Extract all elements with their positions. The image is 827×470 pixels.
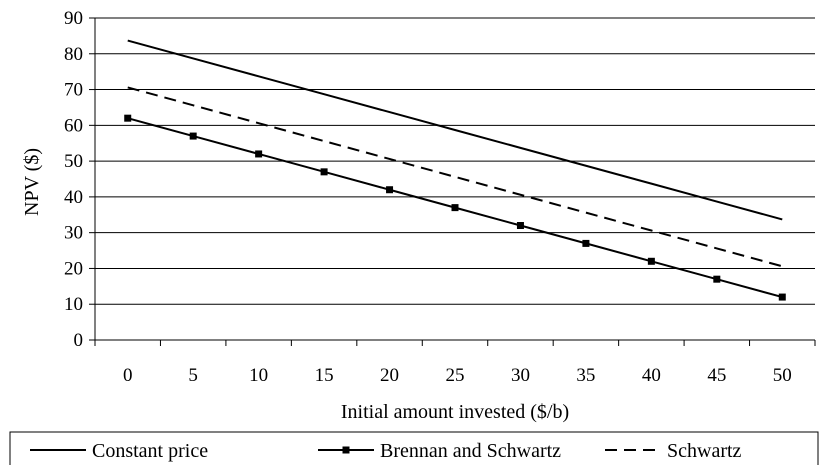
y-tick-label: 80 <box>64 44 83 65</box>
data-point-marker <box>516 222 524 230</box>
series-line <box>127 39 783 221</box>
series-line <box>127 86 783 268</box>
y-tick-label: 60 <box>64 115 83 136</box>
labels-layer: NPV ($) Initial amount invested ($/b) 0 1… <box>21 8 792 423</box>
y-tick-label: 20 <box>64 258 83 279</box>
x-tick-label: 15 <box>315 365 334 386</box>
legend: Constant price Brennan and Schwartz Schwar… <box>9 431 819 469</box>
x-tick-label: 5 <box>188 365 198 386</box>
data-point-marker <box>124 114 132 122</box>
x-tick-label: 20 <box>380 365 399 386</box>
y-tick-label: 30 <box>64 223 83 244</box>
series-layer <box>124 39 786 301</box>
data-point-marker <box>320 168 328 176</box>
y-tick-label: 50 <box>64 151 83 172</box>
data-point-marker <box>386 186 394 194</box>
x-tick-label: 35 <box>576 365 595 386</box>
y-axis-label: NPV ($) <box>21 148 43 216</box>
x-tick-label: 30 <box>511 365 530 386</box>
x-tick-label: 0 <box>123 365 133 386</box>
data-point-marker <box>582 239 590 247</box>
x-tick-label: 40 <box>642 365 661 386</box>
x-tick-label: 10 <box>249 365 268 386</box>
data-point-marker <box>647 257 655 265</box>
x-axis-label: Initial amount invested ($/b) <box>341 401 569 423</box>
y-tick-label: 40 <box>64 187 83 208</box>
data-point-marker <box>189 132 197 140</box>
legend-label: Brennan and Schwartz <box>380 440 561 462</box>
y-tick-label: 10 <box>64 294 83 315</box>
legend-marker <box>342 446 350 454</box>
grid-layer <box>95 17 815 305</box>
data-point-marker <box>255 150 263 158</box>
data-point-marker <box>451 204 459 212</box>
data-point-marker <box>778 293 786 301</box>
legend-label: Schwartz <box>667 440 742 462</box>
x-tick-label: 45 <box>707 365 726 386</box>
x-tick-label: 25 <box>446 365 465 386</box>
axes-layer <box>89 17 816 346</box>
x-tick-label: 50 <box>773 365 792 386</box>
data-point-marker <box>713 275 721 283</box>
y-tick-label: 70 <box>64 80 83 101</box>
legend-label: Constant price <box>92 440 208 462</box>
y-tick-label: 90 <box>64 8 83 29</box>
y-tick-label: 0 <box>74 330 84 351</box>
